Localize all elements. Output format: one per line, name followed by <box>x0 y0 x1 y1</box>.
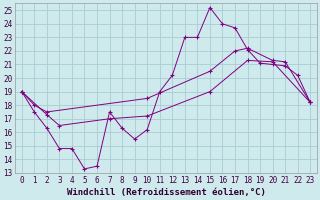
X-axis label: Windchill (Refroidissement éolien,°C): Windchill (Refroidissement éolien,°C) <box>67 188 266 197</box>
